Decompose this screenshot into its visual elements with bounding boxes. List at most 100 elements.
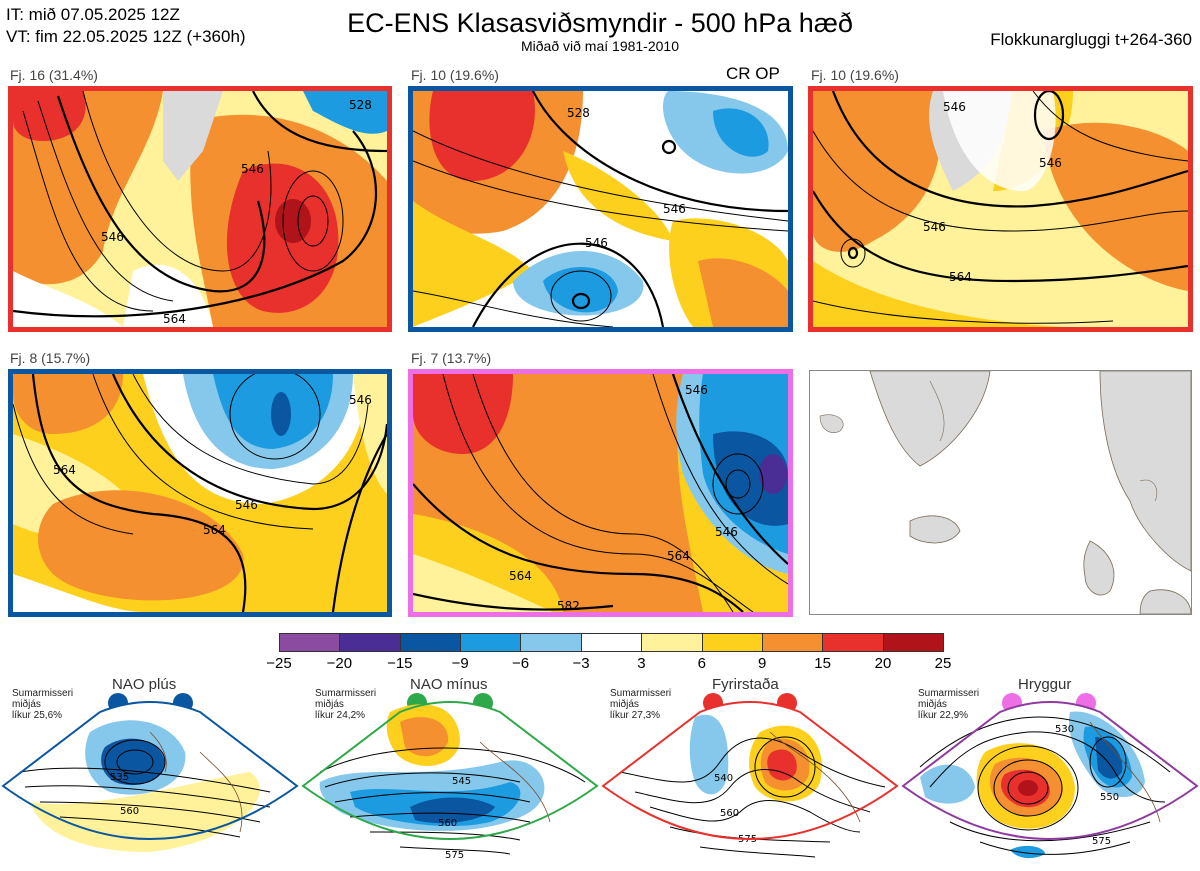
regime-title: NAO plús <box>112 676 177 693</box>
colorbar-tick: 6 <box>697 655 706 672</box>
cluster-2-label: Fj. 10 (19.6%) <box>411 67 499 83</box>
contour-label: 582 <box>557 599 580 612</box>
contour-label: 535 <box>110 772 129 783</box>
regime-title: Fyrirstaða <box>712 676 779 693</box>
regime-season: Sumarmisseri <box>12 688 74 699</box>
colorbar-segment <box>521 634 582 651</box>
page-subtitle: Miðað við maí 1981-2010 <box>521 38 679 54</box>
colorbar-tick: 3 <box>637 655 646 672</box>
colorbar-segment <box>280 634 341 651</box>
colorbar-segment <box>883 634 943 651</box>
contour-label: 546 <box>241 162 264 176</box>
cluster-4-label: Fj. 8 (15.7%) <box>10 350 91 366</box>
page-title: EC-ENS Klasasviðsmyndir - 500 hPa hæð <box>347 8 853 38</box>
regime-median: miðjás <box>610 699 639 710</box>
cr-op-badge: CR OP <box>726 64 780 83</box>
contour-label: 575 <box>1092 836 1111 847</box>
regime-title: Hryggur <box>1018 676 1072 693</box>
anomaly-map-2: 528 546 546 <box>413 91 788 327</box>
regime-median: miðjás <box>918 699 947 710</box>
contour-label: 546 <box>943 100 966 114</box>
contour-label: 546 <box>923 220 946 234</box>
colorbar-tick: −20 <box>326 655 353 672</box>
contour-label: 546 <box>101 230 124 244</box>
colorbar <box>279 633 944 652</box>
regime-blocking: Fyrirstaða Sumarmisseri miðjás líkur 27,… <box>600 676 900 871</box>
cluster-panel-4: 546 564 546 564 <box>8 369 392 617</box>
contour-label: 545 <box>452 776 471 787</box>
contour-label: 564 <box>163 312 186 326</box>
regime-prob: líkur 27,3% <box>610 710 661 721</box>
vt-line: VT: fim 22.05.2025 12Z (+360h) <box>6 27 246 46</box>
empty-basemap-panel <box>809 370 1192 615</box>
contour-label: 550 <box>1100 792 1119 803</box>
regime-prob: líkur 24,2% <box>315 710 366 721</box>
contour-label: 560 <box>720 808 739 819</box>
contour-label: 560 <box>438 818 457 829</box>
contour-label: 575 <box>445 850 464 861</box>
colorbar-ticks: −25 −20 −15 −9 −6 −3 3 6 9 15 20 25 <box>266 655 951 675</box>
regime-note: Sumarmisseri miðjás líkur 22,9% <box>918 688 979 721</box>
contour-label: 528 <box>567 106 590 120</box>
regime-note: Sumarmisseri miðjás líkur 25,6% <box>12 688 73 721</box>
regime-map: 530 550 575 <box>901 693 1199 859</box>
colorbar-tick: 25 <box>934 655 952 672</box>
it-line: IT: mið 07.05.2025 12Z <box>6 5 180 24</box>
header-dates: IT: mið 07.05.2025 12Z VT: fim 22.05.202… <box>6 4 246 48</box>
cluster-panel-2: 528 546 546 <box>408 86 793 332</box>
contour-label: 546 <box>585 236 608 250</box>
colorbar-tick: 9 <box>758 655 767 672</box>
regime-title: NAO mínus <box>410 676 488 693</box>
regime-map: 535 560 <box>1 693 299 852</box>
colorbar-segment <box>400 634 462 651</box>
colorbar-segment <box>581 634 643 651</box>
regime-median: miðjás <box>315 699 344 710</box>
contour-label: 560 <box>120 806 139 817</box>
contour-label: 546 <box>685 383 708 397</box>
regime-map: 540 560 575 <box>601 693 899 858</box>
regime-nao-plus: NAO plús Sumarmisseri miðjás líkur 25,6%… <box>0 676 300 871</box>
contour-label: 546 <box>1039 156 1062 170</box>
contour-label: 564 <box>53 463 76 477</box>
colorbar-tick: −15 <box>387 655 413 672</box>
contour-label: 528 <box>349 98 372 112</box>
cluster-5-label: Fj. 7 (13.7%) <box>411 350 492 366</box>
anomaly-map-3: 546 546 564 546 <box>813 91 1188 327</box>
regime-note: Sumarmisseri miðjás líkur 24,2% <box>315 688 376 721</box>
colorbar-tick: −25 <box>266 655 292 672</box>
contour-label: 546 <box>715 525 738 539</box>
colorbar-segment <box>823 634 884 651</box>
cluster-3-label: Fj. 10 (19.6%) <box>811 67 899 83</box>
contour-label: 530 <box>1055 724 1074 735</box>
regime-ridge: Hryggur Sumarmisseri miðjás líkur 22,9% … <box>900 676 1200 871</box>
colorbar-segment <box>340 634 401 651</box>
colorbar-tick: 15 <box>814 655 831 672</box>
anomaly-map-1: 528 546 564 546 <box>13 91 387 327</box>
anomaly-map-5: 546 564 564 582 546 <box>413 374 788 612</box>
regime-season: Sumarmisseri <box>918 688 980 699</box>
contour-label: 564 <box>949 270 972 284</box>
regime-season: Sumarmisseri <box>315 688 377 699</box>
cluster-panel-3: 546 546 564 546 <box>808 86 1193 332</box>
colorbar-tick: −9 <box>451 655 469 672</box>
regime-season: Sumarmisseri <box>610 688 672 699</box>
regime-nao-minus: NAO mínus Sumarmisseri miðjás líkur 24,2… <box>300 676 600 871</box>
regime-prob: líkur 22,9% <box>918 710 969 721</box>
anomaly-map-4: 546 564 546 564 <box>13 374 387 612</box>
regime-prob: líkur 25,6% <box>12 710 63 721</box>
regime-note: Sumarmisseri miðjás líkur 27,3% <box>610 688 671 721</box>
basemap <box>810 371 1191 614</box>
colorbar-segment <box>762 634 824 651</box>
cluster-panel-1: 528 546 564 546 <box>8 86 392 332</box>
colorbar-tick: −3 <box>572 655 590 672</box>
colorbar-segment <box>642 634 703 651</box>
colorbar-tick: −6 <box>512 655 530 672</box>
contour-label: 546 <box>349 393 372 407</box>
contour-label: 564 <box>667 549 690 563</box>
contour-label: 546 <box>235 498 258 512</box>
regime-map: 545 560 575 <box>301 693 599 861</box>
contour-label: 546 <box>663 202 686 216</box>
cluster-panel-5: 546 564 564 582 546 <box>408 369 793 617</box>
colorbar-tick: 20 <box>874 655 892 672</box>
colorbar-segment <box>702 634 763 651</box>
